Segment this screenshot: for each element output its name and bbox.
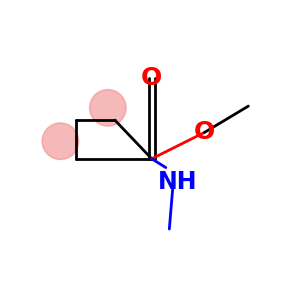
Text: O: O	[194, 120, 215, 144]
Circle shape	[90, 90, 126, 126]
Circle shape	[42, 123, 79, 160]
Text: NH: NH	[158, 169, 198, 194]
Text: O: O	[141, 66, 162, 90]
